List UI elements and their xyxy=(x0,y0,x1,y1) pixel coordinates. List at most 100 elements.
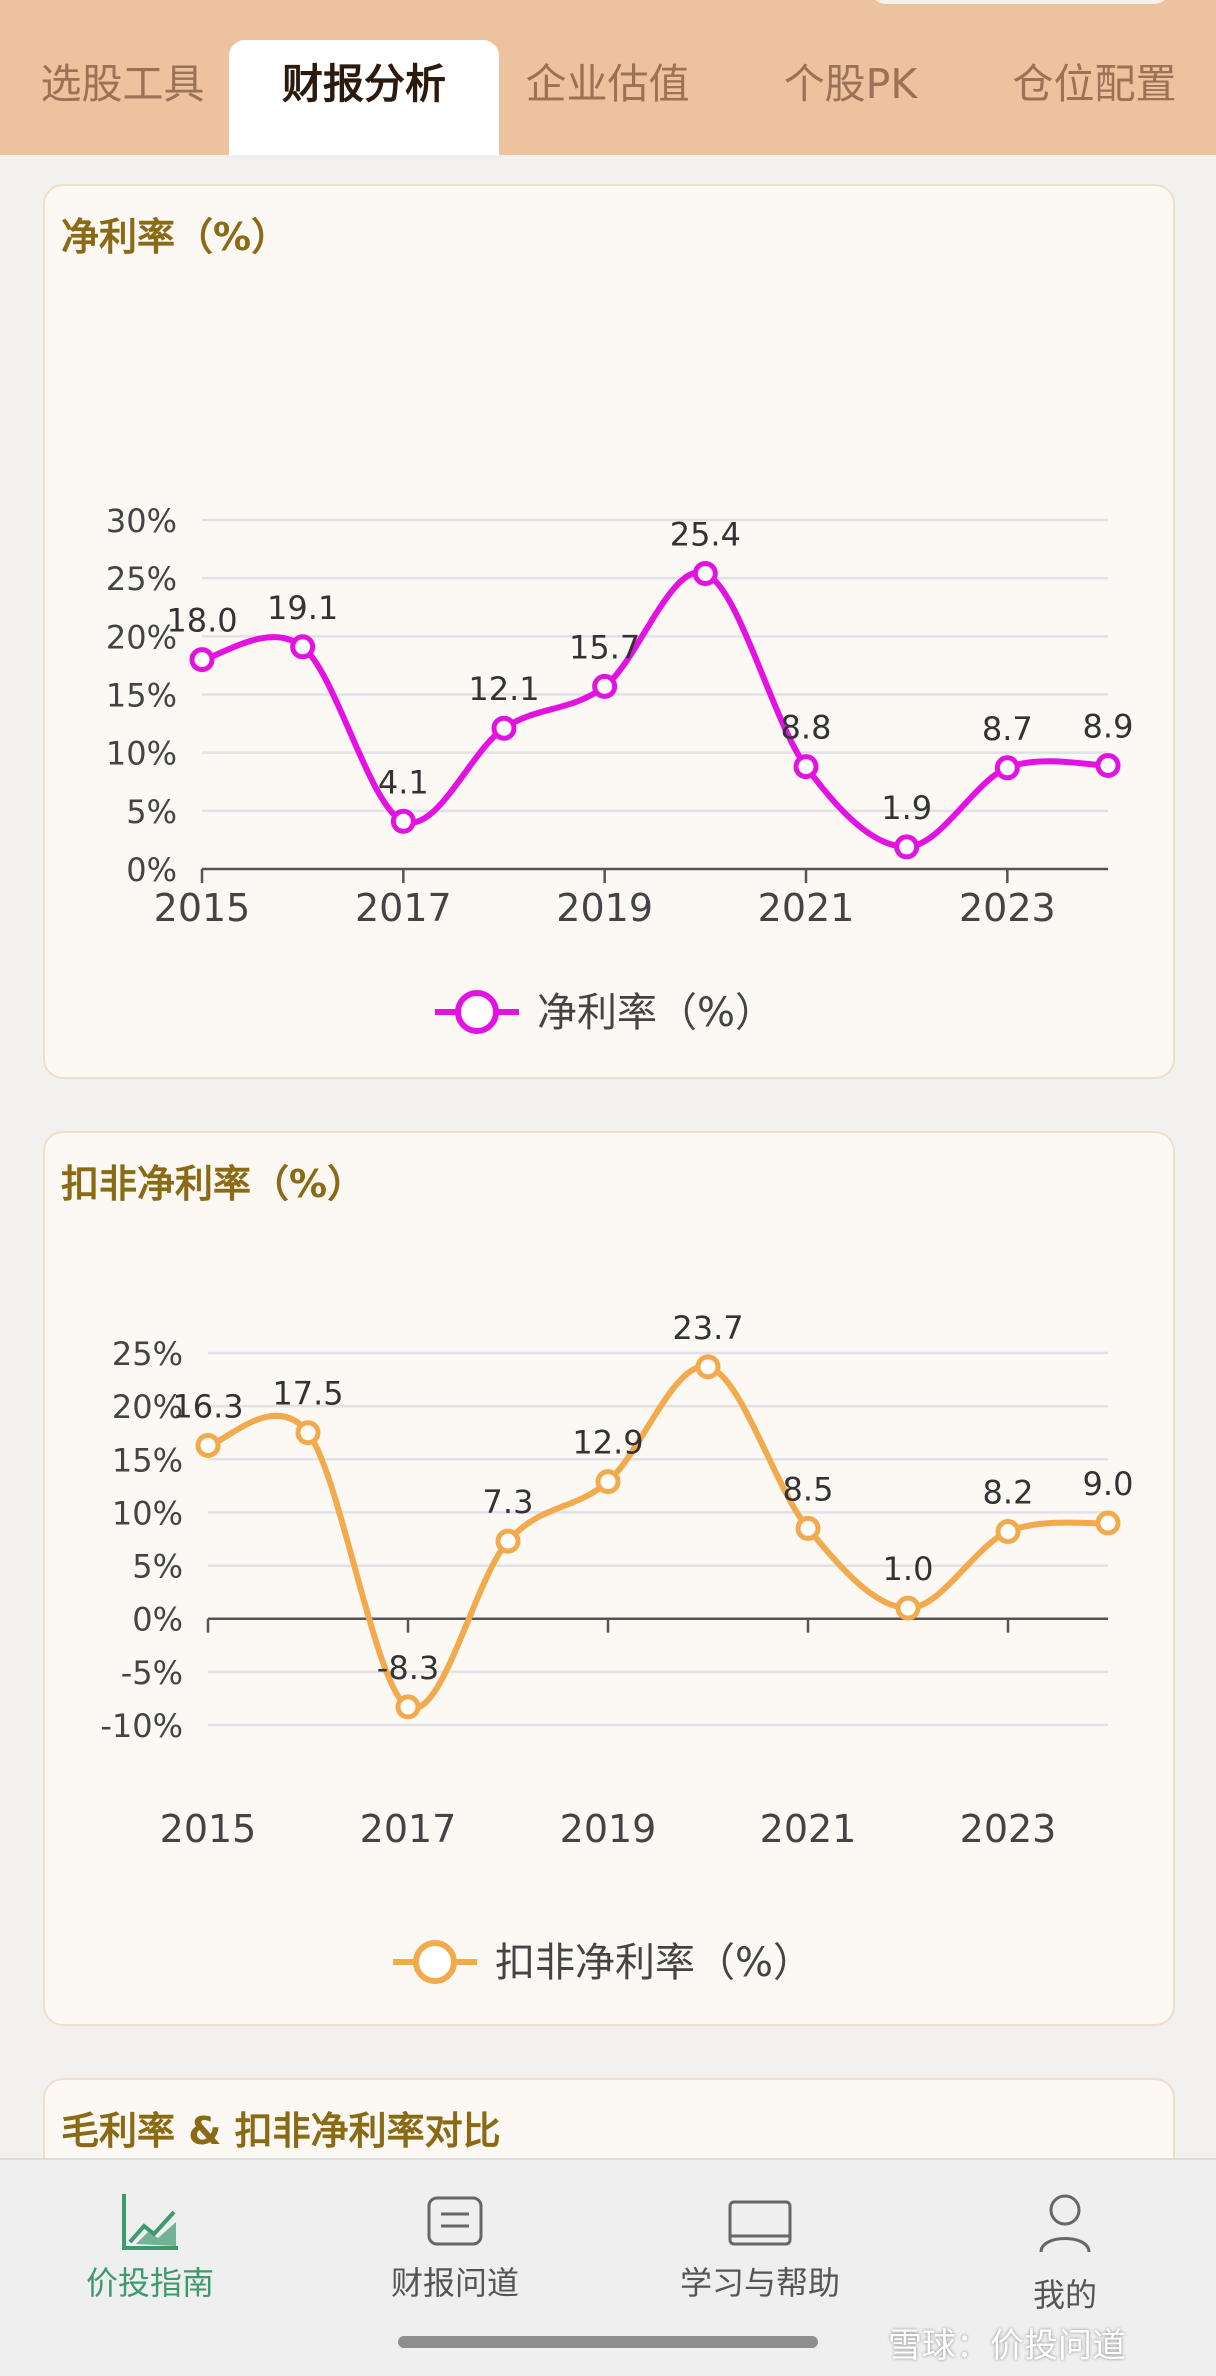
nav-label: 学习与帮助 xyxy=(679,2264,840,2302)
y-tick-label: 5% xyxy=(132,1548,183,1586)
home-indicator xyxy=(398,2336,818,2348)
data-point xyxy=(495,1528,521,1554)
x-tick-label: 2015 xyxy=(160,1807,257,1851)
series-line xyxy=(205,1363,1111,1712)
tab-position-allocation[interactable]: 仓位配置 xyxy=(1012,60,1177,108)
data-label: 8.8 xyxy=(781,709,832,747)
top-tab-bar: 选股工具 财报分析 企业估值 个股PK 仓位配置 xyxy=(0,0,1216,155)
tab-stock-pk[interactable]: 个股PK xyxy=(783,60,918,108)
tab-stock-picker[interactable]: 选股工具 xyxy=(40,60,205,108)
nav-profile[interactable]: 我的 xyxy=(945,2190,1185,2316)
data-point xyxy=(195,1432,221,1458)
data-point xyxy=(895,1595,921,1621)
net-margin-card: 净利率（%） 0% 5% 10% 15% 20% 25% 30% 2015 2017 2019 20… xyxy=(43,184,1175,1079)
legend-marker xyxy=(455,990,499,1034)
data-point xyxy=(491,715,517,741)
x-tick-label: 2019 xyxy=(560,1807,657,1851)
data-label: 9.0 xyxy=(1083,1465,1134,1503)
deducted-net-margin-card: 扣非净利率（%） -10% -5% 0% 5% 10% 15% 20% 25% 2015 2017… xyxy=(43,1131,1175,2026)
data-label: 17.5 xyxy=(272,1375,343,1413)
data-point xyxy=(290,634,316,660)
data-point xyxy=(994,755,1020,781)
legend-label: 净利率（%） xyxy=(537,990,775,1036)
tab-financial-analysis[interactable]: 财报分析 xyxy=(229,40,499,155)
data-label: 18.0 xyxy=(166,602,237,640)
y-tick-label: -5% xyxy=(121,1654,183,1692)
y-tick-label: 15% xyxy=(106,677,177,715)
nav-value-guide[interactable]: 价投指南 xyxy=(30,2190,270,2304)
data-point xyxy=(295,1420,321,1446)
nav-financial-qa[interactable]: 财报问道 xyxy=(335,2190,575,2304)
data-label: 8.2 xyxy=(983,1474,1034,1512)
x-tick-label: 2023 xyxy=(959,886,1056,930)
y-tick-label: 0% xyxy=(132,1601,183,1639)
data-point xyxy=(189,647,215,673)
x-tick-label: 2015 xyxy=(154,886,251,930)
y-tick-label: 25% xyxy=(106,560,177,598)
nav-label: 我的 xyxy=(1032,2276,1097,2314)
x-tick-label: 2017 xyxy=(355,886,452,930)
content-area: 净利率（%） 0% 5% 10% 15% 20% 25% 30% 2015 2017 2019 20… xyxy=(0,155,1216,2158)
y-tick-label: 10% xyxy=(106,735,177,773)
x-tick-label: 2021 xyxy=(758,886,855,930)
y-tick-label: 0% xyxy=(126,851,177,889)
data-label: -8.3 xyxy=(377,1649,439,1687)
net-margin-chart: 0% 5% 10% 15% 20% 25% 30% 2015 2017 2019 2021 2023 1… xyxy=(106,502,1134,1036)
x-tick-label: 2017 xyxy=(360,1807,457,1851)
data-point xyxy=(795,1515,821,1541)
y-tick-label: 5% xyxy=(126,793,177,831)
y-tick-label: 15% xyxy=(112,1441,183,1479)
data-label: 1.9 xyxy=(881,789,932,827)
legend-marker xyxy=(413,1940,457,1984)
margin-comparison-card: 毛利率 & 扣非净利率对比 xyxy=(43,2078,1175,2158)
data-label: 23.7 xyxy=(672,1309,743,1347)
data-label: 8.9 xyxy=(1083,707,1134,745)
data-point xyxy=(695,1354,721,1380)
data-point xyxy=(995,1519,1021,1545)
data-point xyxy=(395,1694,421,1720)
data-label: 12.9 xyxy=(572,1424,643,1462)
data-point xyxy=(1095,752,1121,778)
data-label: 19.1 xyxy=(267,589,338,627)
tab-valuation[interactable]: 企业估值 xyxy=(525,60,690,108)
watermark: 雪球：价投问道 xyxy=(888,2326,1126,2366)
data-label: 8.7 xyxy=(982,710,1033,748)
x-tick-label: 2023 xyxy=(960,1807,1057,1851)
data-label: 15.7 xyxy=(569,628,640,666)
data-label: 25.4 xyxy=(670,516,741,554)
data-point xyxy=(390,808,416,834)
user-icon xyxy=(1039,2194,1091,2253)
data-point xyxy=(692,561,718,587)
series-line xyxy=(199,569,1111,850)
book-icon xyxy=(728,2200,792,2246)
data-point xyxy=(894,834,920,860)
data-label: 7.3 xyxy=(483,1483,534,1521)
card-title: 毛利率 & 扣非净利率对比 xyxy=(61,2109,501,2153)
data-point xyxy=(592,673,618,699)
y-tick-label: 20% xyxy=(112,1388,183,1426)
data-point xyxy=(595,1469,621,1495)
card-title: 净利率（%） xyxy=(61,215,290,259)
y-tick-label: 25% xyxy=(112,1335,183,1373)
nav-label: 财报问道 xyxy=(390,2264,519,2302)
card-title: 扣非净利率（%） xyxy=(61,1162,366,1206)
x-tick-label: 2019 xyxy=(556,886,653,930)
nav-learning-help[interactable]: 学习与帮助 xyxy=(640,2190,880,2304)
data-label: 4.1 xyxy=(378,763,429,801)
trend-chart-icon xyxy=(122,2194,178,2250)
search-pill[interactable] xyxy=(870,0,1170,4)
data-label: 16.3 xyxy=(172,1387,243,1425)
data-label: 12.1 xyxy=(468,670,539,708)
data-label: 8.5 xyxy=(783,1470,834,1508)
data-point xyxy=(793,754,819,780)
x-tick-label: 2021 xyxy=(760,1807,857,1851)
y-tick-label: 20% xyxy=(106,618,177,656)
nav-label: 价投指南 xyxy=(85,2264,214,2302)
y-tick-label: 30% xyxy=(106,502,177,540)
data-label: 1.0 xyxy=(883,1550,934,1588)
message-icon xyxy=(427,2196,483,2246)
legend-label: 扣非净利率（%） xyxy=(495,1940,813,1986)
y-tick-label: 10% xyxy=(112,1494,183,1532)
deducted-net-margin-chart: -10% -5% 0% 5% 10% 15% 20% 25% 2015 2017 2019 2021 2… xyxy=(100,1309,1134,1986)
y-tick-label: -10% xyxy=(100,1707,183,1745)
